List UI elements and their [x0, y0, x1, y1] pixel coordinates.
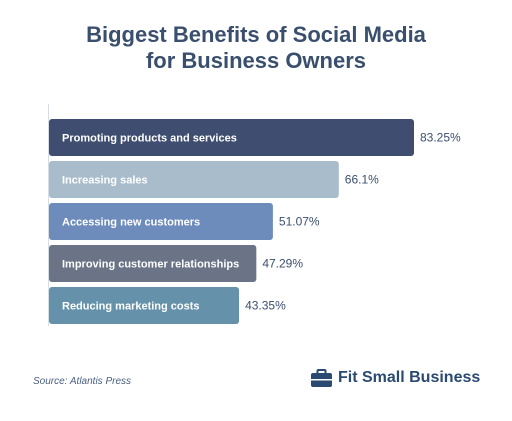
bar-category-label: Increasing sales [62, 175, 148, 187]
chart-title-line-1: Biggest Benefits of Social Media [86, 22, 426, 47]
bar-value-label: 66.1% [345, 173, 379, 187]
chart-title: Biggest Benefits of Social Media for Bus… [0, 22, 512, 74]
bar-category-label: Accessing new customers [62, 217, 200, 229]
bar-value-label: 51.07% [279, 215, 320, 229]
chart-title-line-2: for Business Owners [145, 48, 367, 73]
bar [49, 287, 240, 324]
bar [49, 203, 273, 240]
bar-chart: Promoting products and services 83.25% Inc… [48, 104, 461, 326]
brand-logo: Fit Small Business [311, 369, 480, 387]
brand-name: Fit Small Business [338, 369, 481, 386]
source-note: Source: Atlantis Press [33, 376, 132, 387]
bar [49, 161, 339, 198]
briefcase-icon [311, 369, 332, 387]
bar-category-label: Improving customer relationships [62, 259, 239, 271]
bar-value-label: 47.29% [262, 257, 303, 271]
bar [49, 119, 414, 156]
bar-value-label: 43.35% [245, 299, 286, 313]
bar-category-label: Reducing marketing costs [62, 301, 200, 313]
bar-category-label: Promoting products and services [62, 133, 237, 145]
bar [49, 245, 257, 282]
bar-value-label: 83.25% [420, 131, 461, 145]
